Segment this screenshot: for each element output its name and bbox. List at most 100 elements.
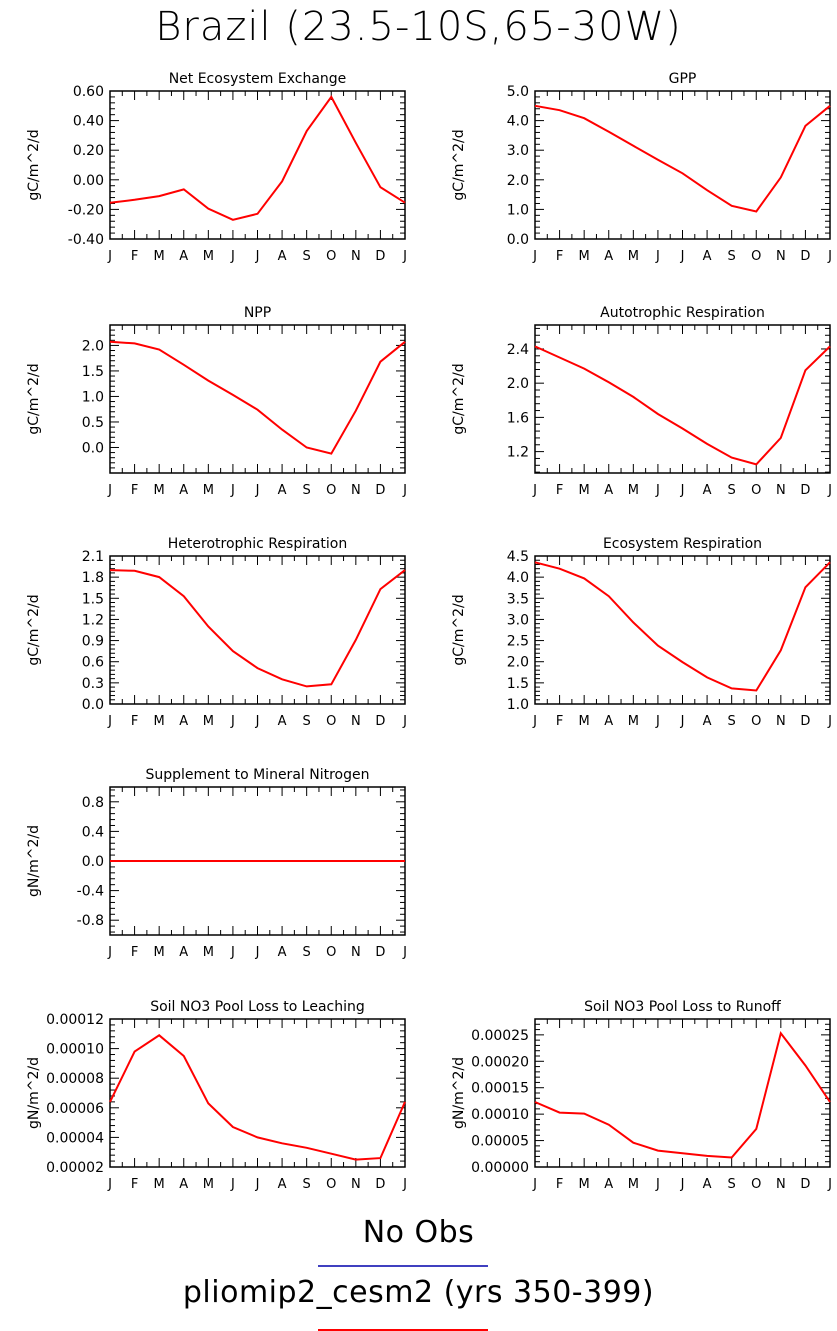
x-tick-label: J <box>255 714 260 729</box>
plot-frame <box>534 555 831 705</box>
x-tick-label: A <box>179 1177 188 1192</box>
x-tick-label: N <box>351 945 361 960</box>
chart-title: Heterotrophic Respiration <box>168 536 348 552</box>
y-tick-label: -0.4 <box>77 884 104 900</box>
y-axis-label: gC/m^2/d <box>451 363 467 434</box>
x-tick-label: N <box>351 1177 361 1192</box>
y-tick-label: 0.0 <box>82 440 104 456</box>
x-tick-label: M <box>628 1177 639 1192</box>
y-tick-label: 0.00010 <box>471 1107 529 1123</box>
x-tick-label: F <box>131 1177 138 1192</box>
y-tick-label: 3.5 <box>507 591 529 607</box>
legend-obs-line <box>318 1265 488 1267</box>
x-tick-label: N <box>776 1177 786 1192</box>
y-tick-label: 0.00006 <box>46 1101 104 1117</box>
x-tick-label: J <box>230 1177 235 1192</box>
y-tick-label: 5.0 <box>507 84 529 100</box>
y-tick-label: 0.6 <box>82 655 104 671</box>
series-line <box>109 340 406 455</box>
x-tick-label: J <box>230 249 235 264</box>
plot-frame <box>109 1018 406 1168</box>
x-tick-label: A <box>703 1177 712 1192</box>
x-tick-label: D <box>375 714 385 729</box>
y-tick-label: 0.00015 <box>471 1081 529 1097</box>
legend-obs-label: No Obs <box>362 1215 475 1250</box>
x-tick-label: F <box>556 483 563 498</box>
x-tick-label: M <box>154 714 165 729</box>
plot-frame <box>109 90 406 240</box>
x-tick-label: J <box>532 1177 537 1192</box>
x-tick-label: J <box>402 714 407 729</box>
x-tick-label: O <box>326 945 336 960</box>
x-tick-label: S <box>303 1177 311 1192</box>
x-tick-label: N <box>776 714 786 729</box>
y-tick-label: 2.4 <box>507 342 529 358</box>
y-tick-label: 1.0 <box>82 389 104 405</box>
x-tick-label: M <box>154 483 165 498</box>
x-tick-label: J <box>827 483 832 498</box>
x-tick-label: S <box>728 1177 736 1192</box>
x-tick-label: J <box>532 714 537 729</box>
x-tick-label: F <box>556 249 563 264</box>
x-tick-label: M <box>579 1177 590 1192</box>
x-tick-label: M <box>579 714 590 729</box>
x-tick-label: M <box>154 1177 165 1192</box>
y-axis-label: gC/m^2/d <box>26 594 42 665</box>
y-tick-label: 4.5 <box>507 549 529 565</box>
x-tick-label: J <box>107 714 112 729</box>
y-axis-label: gC/m^2/d <box>26 129 42 200</box>
x-tick-label: J <box>532 483 537 498</box>
x-tick-label: M <box>203 1177 214 1192</box>
y-tick-label: -0.8 <box>77 913 104 929</box>
x-tick-label: D <box>375 945 385 960</box>
y-tick-label: 3.0 <box>507 143 529 159</box>
x-tick-label: S <box>303 249 311 264</box>
x-tick-label: J <box>255 1177 260 1192</box>
figure-title: Brazil (23.5-10S,65-30W) <box>155 4 682 50</box>
x-tick-label: J <box>402 945 407 960</box>
chart-title: Net Ecosystem Exchange <box>169 71 347 87</box>
x-tick-label: D <box>375 1177 385 1192</box>
x-tick-label: S <box>728 249 736 264</box>
x-tick-label: J <box>402 249 407 264</box>
x-tick-label: D <box>800 1177 810 1192</box>
x-tick-label: S <box>303 714 311 729</box>
x-tick-label: J <box>680 1177 685 1192</box>
chart-title: Soil NO3 Pool Loss to Leaching <box>150 999 365 1015</box>
y-tick-label: 0.00012 <box>46 1012 104 1028</box>
y-tick-label: 0.00002 <box>46 1160 104 1176</box>
y-tick-label: 1.0 <box>507 697 529 713</box>
x-tick-label: S <box>728 714 736 729</box>
x-tick-label: N <box>351 483 361 498</box>
x-tick-label: J <box>107 483 112 498</box>
x-tick-label: D <box>375 483 385 498</box>
x-tick-label: O <box>326 1177 336 1192</box>
y-tick-label: 1.6 <box>507 410 529 426</box>
x-tick-label: N <box>351 714 361 729</box>
x-tick-label: J <box>402 1177 407 1192</box>
y-tick-label: -0.40 <box>68 232 104 248</box>
x-tick-label: S <box>303 945 311 960</box>
x-tick-label: M <box>579 249 590 264</box>
x-tick-label: J <box>255 249 260 264</box>
x-tick-label: A <box>179 483 188 498</box>
x-tick-label: O <box>751 714 761 729</box>
chart-title: Ecosystem Respiration <box>603 536 762 552</box>
x-tick-label: D <box>800 714 810 729</box>
x-tick-label: N <box>776 483 786 498</box>
x-tick-label: F <box>556 714 563 729</box>
plot-frame <box>534 324 831 474</box>
y-tick-label: 2.0 <box>507 655 529 671</box>
x-tick-label: J <box>655 714 660 729</box>
y-axis-label: gN/m^2/d <box>26 1057 42 1129</box>
y-tick-label: 1.2 <box>82 612 104 628</box>
y-tick-label: 0.9 <box>82 634 104 650</box>
x-tick-label: F <box>131 483 138 498</box>
y-tick-label: -0.20 <box>68 202 104 218</box>
x-tick-label: A <box>604 483 613 498</box>
chart-title: Supplement to Mineral Nitrogen <box>146 767 370 783</box>
